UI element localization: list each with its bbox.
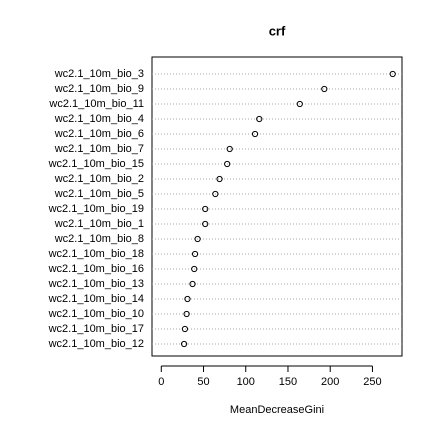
y-tick-label: wc2.1_10m_bio_19 bbox=[48, 203, 144, 215]
y-tick-label: wc2.1_10m_bio_4 bbox=[54, 113, 144, 125]
y-tick-label: wc2.1_10m_bio_6 bbox=[54, 128, 144, 140]
x-tick-label: 250 bbox=[363, 376, 381, 388]
dot bbox=[202, 220, 209, 228]
y-tick-label: wc2.1_10m_bio_9 bbox=[54, 83, 144, 95]
dot bbox=[216, 175, 223, 183]
x-tick-label: 100 bbox=[237, 376, 255, 388]
dot bbox=[256, 115, 263, 123]
plot-frame bbox=[151, 56, 403, 357]
dot bbox=[321, 85, 328, 93]
dot bbox=[389, 70, 396, 78]
chart-title: crf bbox=[269, 23, 286, 38]
dot bbox=[180, 340, 188, 348]
dot bbox=[184, 295, 191, 303]
y-tick-label: wc2.1_10m_bio_1 bbox=[54, 218, 144, 230]
y-tick-label: wc2.1_10m_bio_8 bbox=[54, 233, 144, 245]
dot bbox=[194, 235, 201, 243]
y-tick-label: wc2.1_10m_bio_17 bbox=[48, 323, 144, 335]
y-tick-label: wc2.1_10m_bio_13 bbox=[48, 278, 144, 290]
dot bbox=[212, 190, 219, 198]
x-tick-label: 200 bbox=[321, 376, 339, 388]
dot bbox=[226, 145, 233, 153]
dot bbox=[191, 265, 198, 273]
y-tick-label: wc2.1_10m_bio_2 bbox=[54, 173, 144, 185]
y-tick-label: wc2.1_10m_bio_11 bbox=[48, 98, 144, 110]
y-tick-label: wc2.1_10m_bio_5 bbox=[54, 188, 144, 200]
y-tick-label: wc2.1_10m_bio_3 bbox=[54, 68, 144, 80]
y-tick-label: wc2.1_10m_bio_15 bbox=[48, 158, 144, 170]
y-tick-label: wc2.1_10m_bio_7 bbox=[54, 143, 144, 155]
dot bbox=[183, 310, 190, 318]
x-tick-label: 50 bbox=[197, 376, 209, 388]
dot bbox=[224, 160, 231, 168]
dot bbox=[191, 250, 199, 258]
y-tick-label: wc2.1_10m_bio_10 bbox=[48, 308, 144, 320]
dot bbox=[202, 205, 209, 213]
y-tick-label: wc2.1_10m_bio_14 bbox=[48, 293, 144, 305]
x-axis-label: MeanDecreaseGini bbox=[230, 404, 324, 416]
dot bbox=[189, 280, 196, 288]
dot bbox=[296, 100, 303, 108]
dot bbox=[251, 130, 259, 138]
y-tick-label: wc2.1_10m_bio_16 bbox=[48, 263, 144, 275]
x-tick-label: 150 bbox=[279, 376, 297, 388]
dot bbox=[181, 325, 189, 333]
y-tick-label: wc2.1_10m_bio_12 bbox=[48, 338, 144, 350]
y-tick-label: wc2.1_10m_bio_18 bbox=[48, 248, 144, 260]
x-tick-label: 0 bbox=[158, 376, 164, 388]
